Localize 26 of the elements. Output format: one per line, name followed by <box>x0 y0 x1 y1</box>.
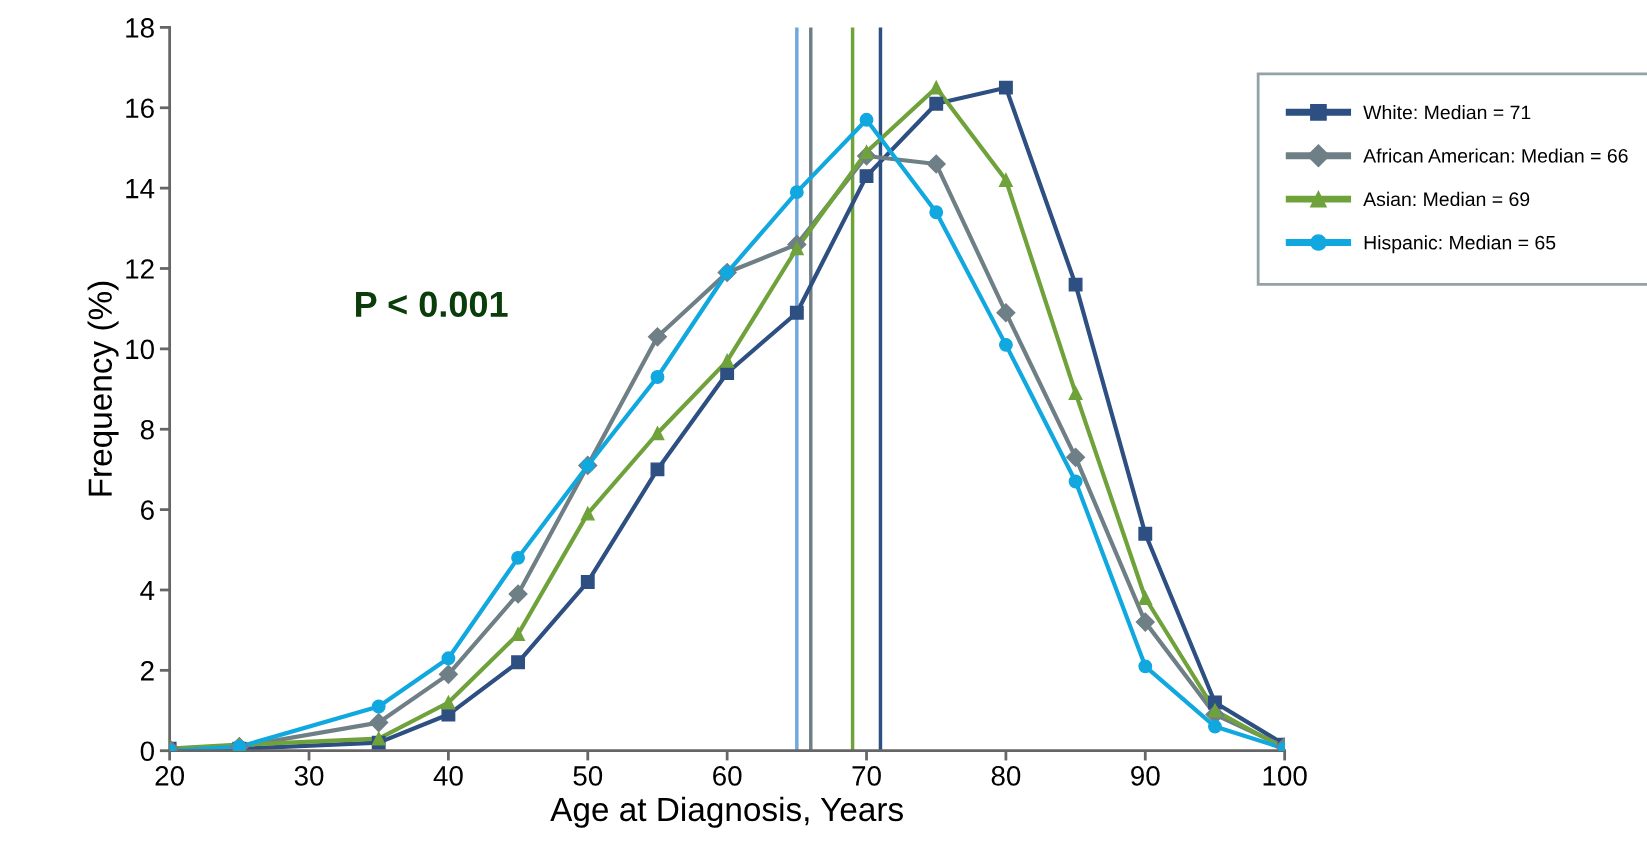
y-axis-title: Frequency (%) <box>87 281 119 496</box>
legend-label: African American: Median = 66 <box>1363 148 1628 163</box>
y-tick-label: 12 <box>126 259 154 279</box>
y-tick-label: 6 <box>141 500 154 520</box>
y-tick-label: 0 <box>140 741 154 762</box>
x-tick-label: 20 <box>155 766 184 786</box>
y-tick-label: 14 <box>126 179 155 199</box>
legend-label: Hispanic: Median = 65 <box>1364 235 1556 254</box>
y-tick-label: 2 <box>141 661 154 681</box>
y-tick-label: 8 <box>140 419 154 440</box>
x-tick-label: 90 <box>1131 766 1160 786</box>
y-tick-label: 18 <box>126 18 154 38</box>
legend-label: White: Median = 71 <box>1363 105 1531 120</box>
x-tick-label: 70 <box>852 766 881 786</box>
legend-label: Asian: Median = 69 <box>1363 191 1530 207</box>
x-tick-label: 50 <box>573 766 603 786</box>
annotation: P < 0.001 <box>356 291 508 318</box>
y-tick-label: 10 <box>126 339 154 360</box>
y-tick-label: 16 <box>126 98 154 119</box>
y-tick-label: 4 <box>140 580 155 601</box>
x-tick-label: 100 <box>1263 766 1307 786</box>
x-tick-label: 40 <box>433 766 463 786</box>
x-tick-label: 30 <box>294 766 324 786</box>
x-tick-label: 60 <box>713 766 742 786</box>
x-axis-title: Age at Diagnosis, Years <box>550 796 903 828</box>
x-tick-label: 80 <box>991 766 1021 786</box>
